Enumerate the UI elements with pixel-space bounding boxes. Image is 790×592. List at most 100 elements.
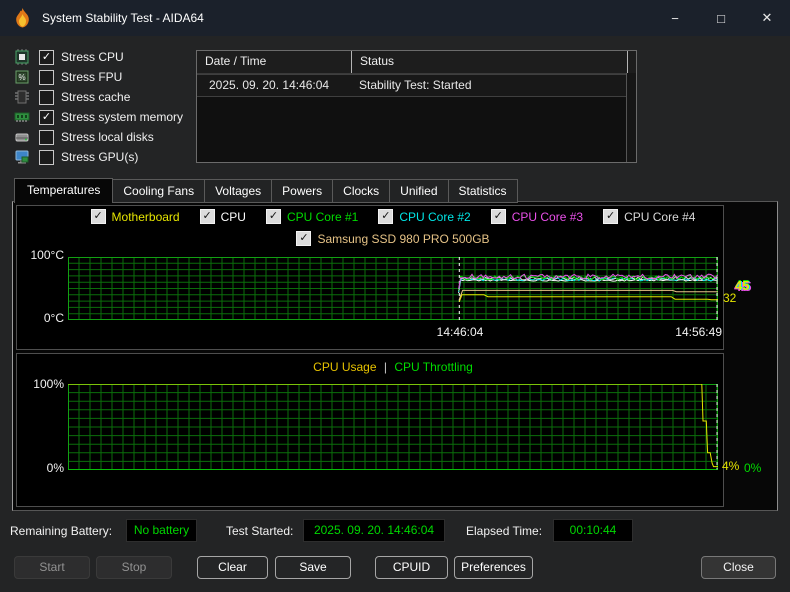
legend-cpu-core4-label: CPU Core #4 (624, 209, 696, 224)
legend-cpu-core3-checkbox[interactable]: ✓ (490, 209, 506, 224)
stop-button[interactable]: Stop (96, 556, 172, 579)
column-header-status: Status (351, 51, 627, 73)
elapsed-time-value: 00:10:44 (553, 519, 633, 542)
stress-cache-option[interactable]: ✓ Stress cache (14, 87, 183, 107)
event-log-header: Date / Time Status (197, 51, 636, 74)
tab-bar: Temperatures Cooling Fans Voltages Power… (14, 178, 518, 203)
temperature-legend-row2: ✓ Samsung SSD 980 PRO 500GB (68, 231, 718, 246)
temp-time-end: 14:56:49 (675, 325, 722, 339)
stress-options: ✓ Stress CPU % ✓ Stress FPU ✓ Stress cac… (14, 47, 183, 167)
legend-cpu-core4[interactable]: ✓ CPU Core #4 (603, 209, 695, 224)
cache-icon (14, 89, 30, 105)
legend-cpu[interactable]: ✓ CPU (199, 209, 246, 224)
cpu-usage-chart-title: CPU Usage | CPU Throttling (68, 360, 718, 374)
temp-axis-max: 100°C (30, 248, 65, 262)
throttle-current-value: 0% (744, 461, 762, 475)
temperature-legend-row1: ✓ Motherboard ✓ CPU ✓ CPU Core #1 ✓ CPU … (68, 209, 718, 224)
legend-cpu-core2-label: CPU Core #2 (399, 209, 471, 224)
temp-current-value-high: 45 (735, 278, 750, 293)
stress-fpu-option[interactable]: % ✓ Stress FPU (14, 67, 183, 87)
test-started-value: 2025. 09. 20. 14:46:04 (303, 519, 445, 542)
stress-gpu-option[interactable]: ✓ Stress GPU(s) (14, 147, 183, 167)
log-scrollbar[interactable] (626, 73, 636, 162)
legend-cpu-label: CPU (220, 209, 246, 224)
titlebar: System Stability Test - AIDA64 − □ ✕ (0, 0, 790, 36)
legend-cpu-core2-checkbox[interactable]: ✓ (378, 209, 394, 224)
stress-gpu-label: Stress GPU(s) (61, 150, 139, 164)
legend-cpu-core1-checkbox[interactable]: ✓ (265, 209, 281, 224)
legend-cpu-core2[interactable]: ✓ CPU Core #2 (378, 209, 471, 224)
close-window-button[interactable]: ✕ (761, 10, 773, 25)
title-separator: | (383, 360, 387, 374)
log-row-status: Stability Test: Started (359, 78, 472, 92)
temperature-plot-area (68, 257, 718, 320)
legend-cpu-core1-label: CPU Core #1 (286, 209, 359, 224)
stress-cpu-option[interactable]: ✓ Stress CPU (14, 47, 183, 67)
legend-motherboard[interactable]: ✓ Motherboard (90, 209, 180, 224)
stress-cache-label: Stress cache (61, 90, 131, 104)
column-header-datetime: Date / Time (205, 54, 267, 68)
stress-disks-option[interactable]: ✓ Stress local disks (14, 127, 183, 147)
tab-temperatures[interactable]: Temperatures (14, 178, 114, 203)
svg-text:%: % (18, 73, 25, 82)
aida64-flame-icon (14, 8, 31, 28)
stress-disks-checkbox[interactable]: ✓ (39, 129, 54, 145)
usage-current-value: 4% (722, 459, 740, 473)
gpu-icon (14, 149, 30, 165)
legend-cpu-core3[interactable]: ✓ CPU Core #3 (490, 209, 584, 224)
stress-cpu-label: Stress CPU (61, 50, 124, 64)
stress-memory-option[interactable]: ✓ Stress system memory (14, 107, 183, 127)
stress-disks-label: Stress local disks (61, 130, 154, 144)
temp-time-start: 14:46:04 (436, 325, 484, 339)
close-button[interactable]: Close (701, 556, 776, 579)
tab-cooling-fans[interactable]: Cooling Fans (113, 179, 206, 203)
usage-axis-min: 0% (46, 461, 64, 475)
save-button[interactable]: Save (275, 556, 351, 579)
legend-cpu-checkbox[interactable]: ✓ (199, 209, 215, 224)
minimize-button[interactable]: − (671, 10, 679, 26)
legend-ssd-label: Samsung SSD 980 PRO 500GB (317, 231, 490, 246)
tab-unified[interactable]: Unified (390, 179, 449, 203)
stress-gpu-checkbox[interactable]: ✓ (39, 149, 54, 165)
fpu-icon: % (14, 69, 30, 85)
maximize-button[interactable]: □ (717, 10, 725, 26)
legend-ssd-checkbox[interactable]: ✓ (296, 231, 312, 246)
disk-icon (14, 129, 30, 145)
stress-cache-checkbox[interactable]: ✓ (39, 89, 54, 105)
tab-clocks[interactable]: Clocks (333, 179, 391, 203)
legend-cpu-core3-label: CPU Core #3 (511, 209, 584, 224)
usage-axis-max: 100% (33, 377, 64, 391)
window-title: System Stability Test - AIDA64 (42, 11, 204, 25)
log-row-datetime: 2025. 09. 20. 14:46:04 (209, 78, 330, 92)
cpu-usage-title-label: CPU Usage (313, 360, 377, 374)
preferences-button[interactable]: Preferences (454, 556, 533, 579)
legend-motherboard-label: Motherboard (111, 209, 180, 224)
temp-current-value-low: 32 (723, 291, 737, 305)
tab-statistics[interactable]: Statistics (448, 179, 518, 203)
tab-powers[interactable]: Powers (272, 179, 334, 203)
start-button[interactable]: Start (14, 556, 90, 579)
remaining-battery-value: No battery (126, 519, 197, 542)
legend-cpu-core4-checkbox[interactable]: ✓ (603, 209, 619, 224)
tab-voltages[interactable]: Voltages (205, 179, 273, 203)
header-scroll-gutter (627, 51, 636, 73)
cpu-usage-plot-area (68, 384, 718, 470)
stress-memory-label: Stress system memory (61, 110, 184, 124)
legend-ssd[interactable]: ✓ Samsung SSD 980 PRO 500GB (296, 231, 490, 246)
stress-fpu-checkbox[interactable]: ✓ (39, 69, 54, 85)
table-row[interactable]: 2025. 09. 20. 14:46:04 Stability Test: S… (197, 74, 636, 97)
test-started-label: Test Started: (226, 524, 294, 538)
event-log: Date / Time Status 2025. 09. 20. 14:46:0… (196, 50, 637, 163)
stress-cpu-checkbox[interactable]: ✓ (39, 49, 54, 65)
cpu-throttling-title-label: CPU Throttling (394, 360, 473, 374)
legend-motherboard-checkbox[interactable]: ✓ (90, 209, 106, 224)
window-controls: − □ ✕ (652, 0, 790, 36)
temp-axis-min: 0°C (43, 311, 64, 325)
cpuid-button[interactable]: CPUID (375, 556, 448, 579)
remaining-battery-label: Remaining Battery: (10, 524, 113, 538)
elapsed-time-label: Elapsed Time: (466, 524, 543, 538)
legend-cpu-core1[interactable]: ✓ CPU Core #1 (265, 209, 359, 224)
clear-button[interactable]: Clear (197, 556, 268, 579)
stress-memory-checkbox[interactable]: ✓ (39, 109, 54, 125)
